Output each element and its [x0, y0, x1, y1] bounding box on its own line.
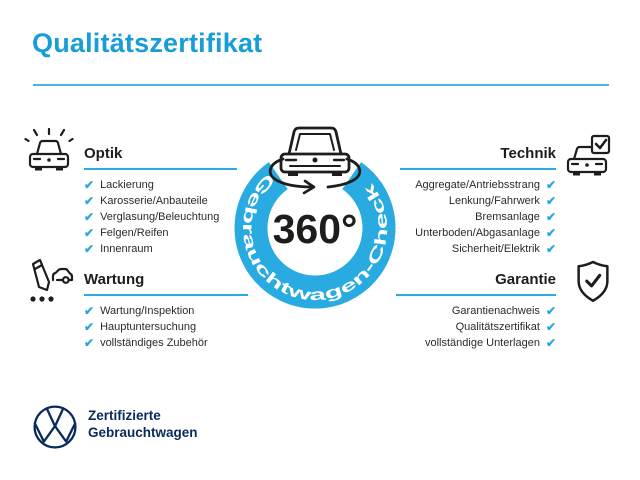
list-item-label: Unterboden/Abgasanlage	[415, 227, 540, 239]
check-icon: ✔	[545, 242, 556, 256]
list-item-label: Lackierung	[100, 179, 154, 191]
degrees-label: 360°	[273, 206, 358, 252]
check-icon: ✔	[545, 304, 556, 318]
list-item-label: Hauptuntersuchung	[100, 321, 197, 333]
title-divider	[33, 84, 609, 86]
check-icon: ✔	[84, 226, 95, 240]
car-shine-icon	[24, 128, 74, 171]
list-item: ✔ vollständiges Zubehör	[84, 335, 208, 351]
section-underline-technik	[400, 168, 556, 170]
check-icon: ✔	[84, 242, 95, 256]
shield-check-icon	[577, 260, 609, 303]
list-item: ✔ Hauptuntersuchung	[84, 319, 208, 335]
list-item: ✔ Felgen/Reifen	[84, 225, 219, 241]
check-icon: ✔	[84, 194, 95, 208]
list-item-label: Garantienachweis	[451, 305, 540, 317]
garantie-checklist: Garantienachweis ✔ Qualitätszertifikat ✔ v…	[425, 303, 556, 351]
wartung-checklist: ✔ Wartung/Inspektion ✔ Hauptuntersuchung ✔…	[84, 303, 208, 351]
check-icon: ✔	[545, 226, 556, 240]
list-item: vollständige Unterlagen ✔	[425, 335, 556, 351]
section-underline-wartung	[84, 294, 248, 296]
check-icon: ✔	[84, 336, 95, 350]
list-item: ✔ Verglasung/Beleuchtung	[84, 209, 219, 225]
list-item-label: Felgen/Reifen	[100, 227, 169, 239]
list-item-label: Verglasung/Beleuchtung	[100, 211, 220, 223]
list-item: Bremsanlage ✔	[415, 209, 556, 225]
section-title-technik: Technik	[500, 145, 556, 162]
check-icon: ✔	[545, 178, 556, 192]
list-item-label: Bremsanlage	[475, 211, 540, 223]
check-icon: ✔	[545, 210, 556, 224]
check-icon: ✔	[545, 194, 556, 208]
section-underline-garantie	[396, 294, 556, 296]
check-icon: ✔	[545, 336, 556, 350]
list-item-label: Qualitätszertifikat	[455, 321, 540, 333]
list-item-label: Karosserie/Anbauteile	[100, 195, 208, 207]
list-item: Garantienachweis ✔	[425, 303, 556, 319]
list-item: ✔ Wartung/Inspektion	[84, 303, 208, 319]
section-title-garantie: Garantie	[495, 271, 556, 288]
car-rotate-icon	[268, 126, 362, 195]
car-checkbox-icon	[566, 134, 611, 176]
list-item-label: Lenkung/Fahrwerk	[448, 195, 540, 207]
list-item: Qualitätszertifikat ✔	[425, 319, 556, 335]
check-icon: ✔	[84, 210, 95, 224]
footer-brand-line1: Zertifizierte	[88, 408, 161, 423]
page-title: Qualitätszertifikat	[32, 28, 263, 58]
check-icon: ✔	[545, 320, 556, 334]
list-item: ✔ Karosserie/Anbauteile	[84, 193, 219, 209]
ring-arc	[234, 162, 396, 309]
360-check-badge: Gebrauchtwagen-Check 360°	[234, 126, 396, 309]
vw-logo	[33, 405, 77, 449]
list-item: Lenkung/Fahrwerk ✔	[415, 193, 556, 209]
service-checklist-icon	[30, 258, 74, 302]
list-item-label: vollständige Unterlagen	[424, 337, 540, 349]
optik-checklist: ✔ Lackierung ✔ Karosserie/Anbauteile ✔ Verg…	[84, 177, 219, 257]
list-item-label: Wartung/Inspektion	[100, 305, 195, 317]
check-icon: ✔	[84, 178, 95, 192]
list-item-label: Innenraum	[100, 243, 153, 255]
list-item-label: vollständiges Zubehör	[100, 337, 208, 349]
list-item: Aggregate/Antriebsstrang ✔	[415, 177, 556, 193]
list-item: ✔ Lackierung	[84, 177, 219, 193]
list-item-label: Aggregate/Antriebsstrang	[415, 179, 540, 191]
technik-checklist: Aggregate/Antriebsstrang ✔ Lenkung/Fahrwe…	[415, 177, 556, 257]
check-icon: ✔	[84, 320, 95, 334]
section-title-wartung: Wartung	[84, 271, 145, 288]
list-item: Unterboden/Abgasanlage ✔	[415, 225, 556, 241]
check-icon: ✔	[84, 304, 95, 318]
section-underline-optik	[84, 168, 237, 170]
list-item-label: Sicherheit/Elektrik	[451, 243, 540, 255]
list-item: Sicherheit/Elektrik ✔	[415, 241, 556, 257]
list-item: ✔ Innenraum	[84, 241, 219, 257]
footer-brand-line2: Gebrauchtwagen	[88, 425, 198, 440]
footer-brand-text: Zertifizierte Gebrauchtwagen	[88, 407, 198, 441]
section-title-optik: Optik	[84, 145, 123, 162]
